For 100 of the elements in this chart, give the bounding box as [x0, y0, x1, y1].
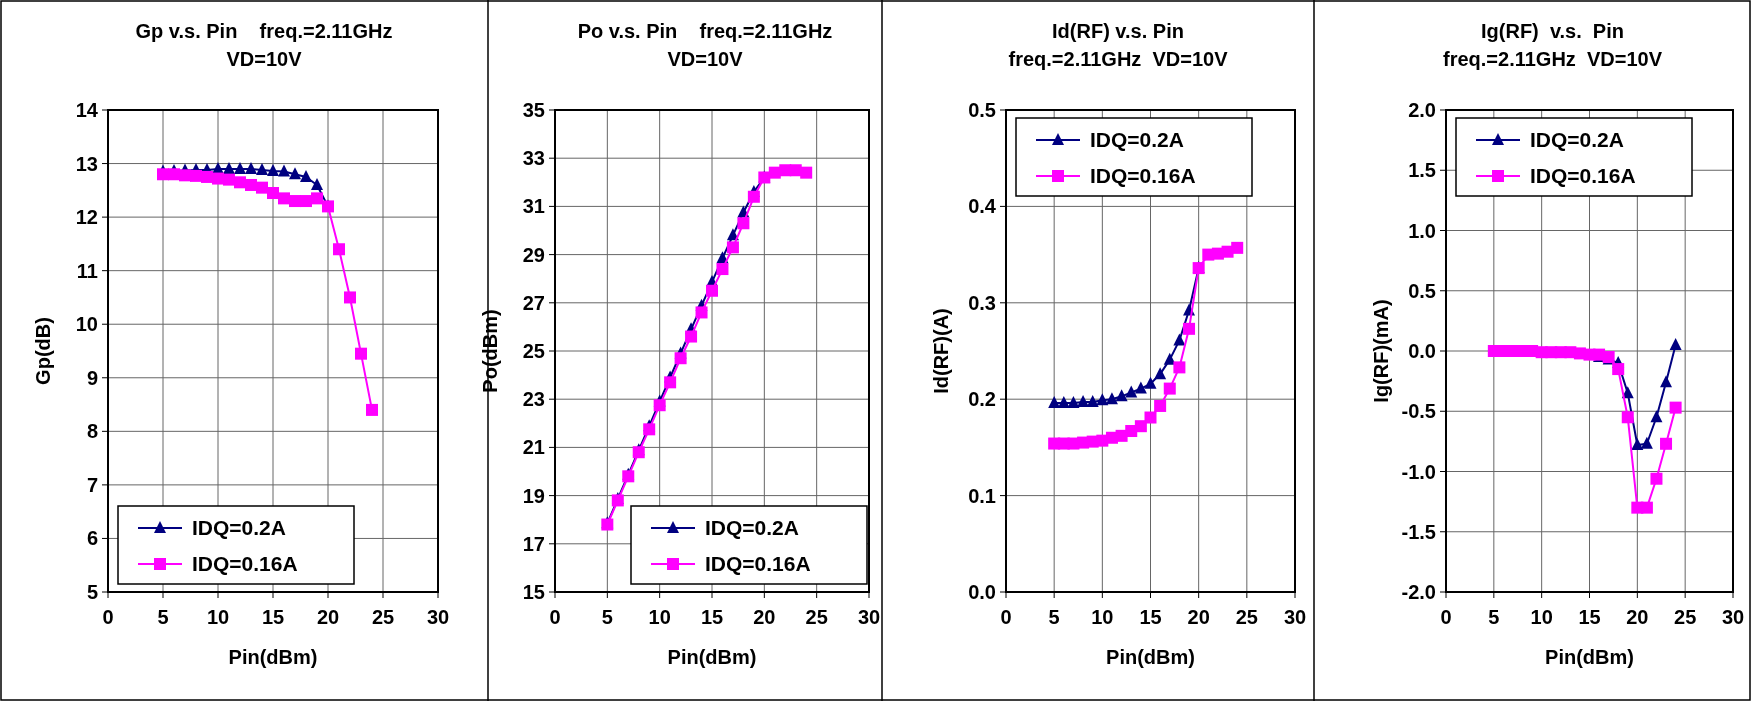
x-tick-label: 30	[1283, 606, 1307, 628]
y-tick-label: 11	[76, 259, 98, 282]
point	[1173, 361, 1186, 374]
point	[256, 162, 268, 175]
point	[1134, 420, 1147, 433]
point	[664, 376, 677, 389]
y-tick-label: 0.5	[1408, 279, 1436, 302]
y-tick-label: 0.0	[1408, 340, 1436, 362]
x-tick-label: 15	[700, 606, 724, 628]
chart-title: Id(RF) v.s. Pin freq.=2.11GHz VD=10V	[1008, 20, 1229, 70]
y-tick-label: 8	[86, 420, 98, 443]
point	[311, 177, 323, 190]
point	[726, 241, 739, 254]
point	[1669, 401, 1682, 414]
point	[1144, 376, 1157, 389]
point	[1115, 389, 1128, 402]
x-tick-label: 15	[1578, 606, 1601, 628]
chart-title: Ig(RF) v.s. Pin freq.=2.11GHz VD=10V	[1442, 20, 1663, 70]
y-tick-label: 21	[522, 436, 545, 459]
x-tick-label: 30	[1721, 606, 1745, 628]
y-tick-label: 0.5	[968, 99, 996, 121]
y-tick-label: -1.0	[1401, 460, 1436, 483]
y-tick-label: 0.3	[968, 291, 996, 314]
x-tick-label: 20	[1626, 606, 1649, 628]
x-tick-label: 0	[102, 606, 114, 628]
point	[706, 284, 718, 297]
y-tick-label: -0.5	[1401, 400, 1436, 423]
y-tick-label: -2.0	[1401, 581, 1436, 603]
x-tick-label: 20	[316, 606, 340, 628]
point	[366, 403, 378, 416]
point	[1154, 367, 1167, 380]
point	[344, 291, 356, 304]
x-tick-label: 20	[753, 606, 776, 628]
x-tick-label: 25	[1674, 606, 1697, 628]
point	[1660, 375, 1673, 388]
point	[1134, 381, 1147, 394]
y-tick-label: 19	[522, 484, 545, 507]
point	[653, 399, 666, 412]
point	[747, 190, 760, 203]
point	[1640, 436, 1653, 449]
y-axis-title: Po(dBm)	[479, 309, 501, 393]
y-tick-label: 25	[522, 340, 545, 362]
point	[1173, 333, 1186, 346]
point	[685, 330, 698, 343]
y-tick-label: 27	[522, 291, 545, 314]
y-tick-label: 23	[522, 388, 545, 411]
y-tick-label: 1.0	[1408, 219, 1436, 242]
y-axis-title: Ig(RF)(mA)	[1370, 299, 1392, 403]
point	[223, 161, 235, 174]
x-axis-title: Pin(dBm)	[1545, 646, 1634, 668]
x-tick-label: 10	[1091, 606, 1114, 628]
legend-label: IDQ=0.2A	[705, 516, 799, 540]
x-tick-label: 30	[857, 606, 881, 628]
point	[311, 192, 323, 205]
x-tick-label: 20	[1187, 606, 1210, 628]
point	[245, 161, 257, 174]
point	[716, 263, 729, 276]
legend-label: IDQ=0.2A	[1090, 128, 1184, 152]
point	[1640, 501, 1653, 514]
point	[278, 164, 290, 177]
point	[267, 164, 279, 177]
x-tick-label: 5	[1048, 606, 1060, 628]
y-tick-label: 31	[522, 195, 545, 218]
y-tick-label: -1.5	[1401, 520, 1436, 543]
y-tick-label: 0.1	[968, 484, 996, 507]
point	[157, 168, 169, 181]
x-tick-label: 25	[371, 606, 395, 628]
y-tick-label: 17	[522, 532, 545, 555]
y-tick-label: 5	[86, 581, 98, 603]
y-tick-label: 15	[522, 581, 545, 603]
x-tick-label: 15	[1139, 606, 1162, 628]
x-axis-title: Pin(dBm)	[228, 646, 318, 668]
point	[1125, 385, 1138, 398]
legend-label: IDQ=0.16A	[1090, 164, 1196, 188]
y-tick-label: 14	[75, 99, 99, 121]
point	[1154, 399, 1167, 412]
x-tick-label: 5	[1488, 606, 1500, 628]
point	[1067, 396, 1080, 409]
point	[1650, 410, 1663, 423]
legend-label: IDQ=0.16A	[1530, 164, 1636, 188]
point	[737, 217, 750, 230]
point	[1621, 411, 1634, 424]
x-tick-label: 0	[549, 606, 561, 628]
x-tick-label: 10	[648, 606, 671, 628]
y-tick-label: 0.0	[968, 581, 996, 603]
point	[1669, 337, 1682, 350]
y-tick-label: 9	[86, 366, 98, 389]
point	[1631, 437, 1644, 450]
x-tick-label: 10	[206, 606, 230, 628]
point	[674, 352, 687, 365]
chart-title: Gp v.s. Pin freq.=2.11GHz VD=10V	[135, 20, 393, 70]
point	[300, 169, 312, 182]
y-axis-title: Id(RF)(A)	[930, 308, 952, 394]
x-tick-label: 10	[1530, 606, 1553, 628]
point	[289, 167, 301, 180]
point	[1612, 363, 1625, 376]
point	[726, 228, 739, 241]
x-tick-label: 0	[1000, 606, 1012, 628]
point	[1144, 411, 1157, 424]
y-tick-label: 7	[86, 473, 98, 496]
